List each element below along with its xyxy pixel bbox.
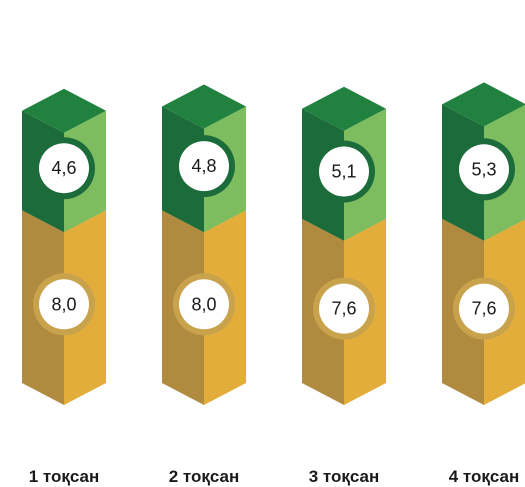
- value-badge-s1-c1: [179, 141, 229, 192]
- value-badge-s1-c2: [319, 146, 369, 197]
- value-badge-s1-c3: [459, 144, 509, 195]
- bar-top-face-s1-c1: [162, 84, 246, 129]
- bar-top-face-s1-c0: [22, 88, 106, 133]
- value-badge-s1-c0: [39, 143, 89, 194]
- value-badge-s0-c2: [319, 283, 369, 334]
- data-label-s0-c3: 7,6: [471, 299, 496, 319]
- data-label-s1-c0: 4,6: [51, 158, 76, 178]
- data-label-s0-c0: 8,0: [51, 294, 76, 314]
- bar-top-face-s1-c2: [302, 86, 386, 131]
- category-label-2: 3 тоқсан: [309, 467, 380, 486]
- category-label-0: 1 тоқсан: [29, 467, 100, 486]
- bars-layer: [22, 82, 525, 405]
- data-label-s1-c2: 5,1: [331, 162, 356, 182]
- labels-layer: 8,0 4,6 1 тоқсан 8,0 4,8 2 тоқсан 7,6 5,1 3 тоқс…: [29, 135, 520, 486]
- category-label-3: 4 тоқсан: [449, 467, 520, 486]
- bar-top-face-s1-c3: [442, 82, 525, 127]
- value-badge-s0-c0: [39, 279, 89, 330]
- data-label-s1-c1: 4,8: [191, 156, 216, 176]
- data-label-s0-c2: 7,6: [331, 299, 356, 319]
- value-badge-s0-c3: [459, 283, 509, 334]
- data-label-s1-c3: 5,3: [471, 159, 496, 179]
- value-badge-s0-c1: [179, 279, 229, 330]
- category-label-1: 2 тоқсан: [169, 467, 240, 486]
- data-label-s0-c1: 8,0: [191, 294, 216, 314]
